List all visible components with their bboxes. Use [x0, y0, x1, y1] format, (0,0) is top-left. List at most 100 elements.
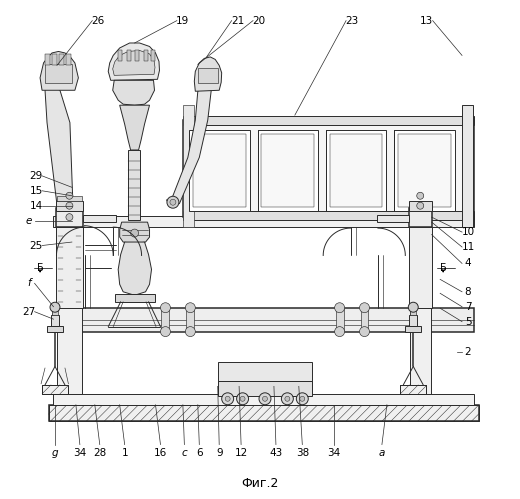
- Text: 4: 4: [465, 258, 471, 268]
- Circle shape: [285, 396, 290, 401]
- Circle shape: [335, 303, 345, 313]
- Polygon shape: [108, 43, 160, 80]
- Circle shape: [417, 192, 424, 199]
- Bar: [189, 130, 250, 211]
- Circle shape: [161, 303, 171, 313]
- Text: 1: 1: [121, 448, 128, 458]
- Bar: [51, 315, 59, 326]
- Bar: [128, 150, 140, 220]
- Bar: [52, 54, 57, 65]
- Bar: [198, 68, 218, 83]
- Circle shape: [263, 396, 267, 401]
- Bar: [394, 130, 454, 211]
- Polygon shape: [135, 50, 139, 61]
- Bar: [42, 385, 68, 394]
- Text: Фиг.2: Фиг.2: [241, 477, 279, 490]
- Bar: [400, 385, 426, 394]
- Circle shape: [66, 202, 73, 209]
- Bar: [45, 54, 50, 65]
- Circle shape: [66, 214, 73, 221]
- Bar: [409, 227, 432, 308]
- Polygon shape: [166, 86, 211, 205]
- Circle shape: [417, 202, 424, 209]
- Bar: [54, 216, 474, 227]
- Text: 16: 16: [154, 448, 167, 458]
- Circle shape: [131, 229, 139, 237]
- Circle shape: [259, 393, 271, 405]
- Text: 21: 21: [231, 15, 244, 25]
- Text: 5: 5: [465, 317, 471, 327]
- Text: 7: 7: [465, 302, 471, 312]
- Circle shape: [335, 327, 345, 337]
- Circle shape: [170, 199, 176, 205]
- Text: 8: 8: [465, 287, 471, 297]
- Circle shape: [281, 393, 293, 405]
- Bar: [405, 326, 421, 332]
- Circle shape: [240, 396, 245, 401]
- Text: 34: 34: [327, 448, 340, 458]
- Circle shape: [185, 303, 196, 313]
- Bar: [183, 116, 474, 125]
- Text: 25: 25: [30, 241, 43, 250]
- Polygon shape: [113, 50, 155, 75]
- Polygon shape: [40, 51, 79, 90]
- Circle shape: [185, 327, 196, 337]
- Polygon shape: [113, 80, 154, 105]
- Text: c: c: [181, 448, 187, 458]
- Text: f: f: [27, 278, 31, 288]
- Text: 20: 20: [252, 15, 266, 25]
- Circle shape: [300, 396, 305, 401]
- Bar: [409, 201, 432, 211]
- Text: Б: Б: [440, 263, 447, 273]
- Bar: [410, 306, 416, 315]
- Text: g: g: [51, 448, 58, 458]
- Bar: [56, 208, 83, 227]
- Bar: [48, 405, 479, 421]
- Bar: [54, 394, 474, 405]
- Bar: [218, 381, 312, 396]
- Circle shape: [66, 192, 73, 199]
- Circle shape: [61, 219, 73, 231]
- Text: 14: 14: [30, 201, 43, 211]
- Bar: [56, 201, 83, 211]
- Text: 9: 9: [216, 448, 223, 458]
- Text: 28: 28: [93, 448, 107, 458]
- Text: 13: 13: [420, 15, 433, 25]
- Polygon shape: [118, 242, 151, 295]
- Bar: [66, 54, 71, 65]
- Text: 11: 11: [461, 242, 475, 252]
- Circle shape: [359, 327, 370, 337]
- Bar: [52, 306, 58, 315]
- Bar: [409, 208, 432, 227]
- Circle shape: [237, 393, 249, 405]
- Text: 29: 29: [30, 171, 43, 181]
- Circle shape: [296, 393, 308, 405]
- Bar: [377, 215, 409, 222]
- Text: a: a: [379, 448, 385, 458]
- Bar: [57, 218, 77, 232]
- Circle shape: [161, 327, 171, 337]
- Polygon shape: [45, 85, 73, 222]
- Bar: [360, 308, 369, 332]
- Text: 6: 6: [196, 448, 203, 458]
- Polygon shape: [120, 222, 150, 244]
- Circle shape: [167, 196, 179, 208]
- Text: e: e: [25, 216, 32, 226]
- Text: 12: 12: [235, 448, 248, 458]
- Bar: [400, 385, 426, 394]
- Text: 19: 19: [176, 15, 189, 25]
- Text: 26: 26: [92, 15, 105, 25]
- Circle shape: [64, 222, 70, 228]
- Bar: [59, 54, 64, 65]
- Bar: [183, 211, 474, 220]
- Polygon shape: [120, 105, 150, 150]
- Text: Б: Б: [37, 263, 44, 273]
- Bar: [183, 120, 474, 217]
- Text: 23: 23: [345, 15, 359, 25]
- Bar: [410, 308, 431, 394]
- Text: 38: 38: [296, 448, 309, 458]
- Bar: [162, 308, 170, 332]
- Bar: [262, 134, 314, 207]
- Bar: [186, 308, 194, 332]
- Bar: [398, 134, 451, 207]
